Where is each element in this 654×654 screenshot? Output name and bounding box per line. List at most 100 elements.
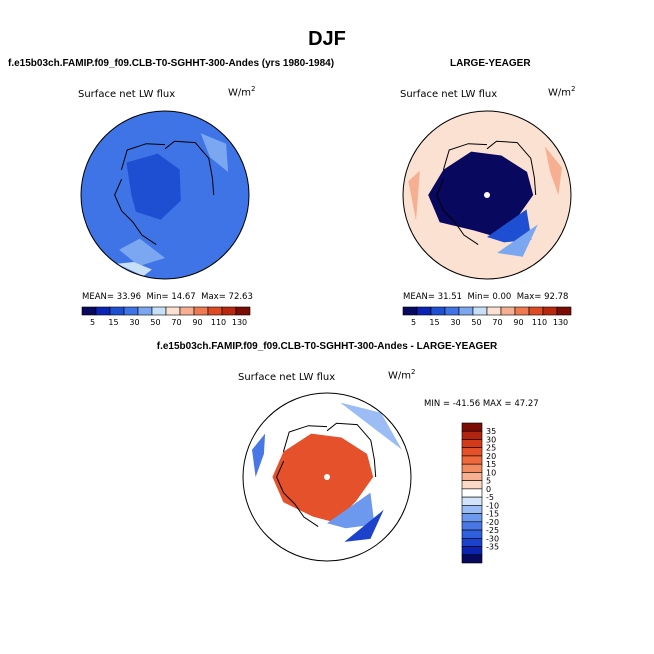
panel2-colorbar-tick-label: 15 xyxy=(429,318,439,327)
panel2-colorbar-box xyxy=(528,306,544,316)
panel3-min-value: -41.56 xyxy=(452,399,481,409)
panel2-coastline xyxy=(436,178,479,246)
panel3-colorbar-tick-label: 10 xyxy=(486,468,496,477)
panel3-colorbar-box xyxy=(461,529,483,539)
panel3-field-region xyxy=(327,492,375,529)
panel3-map-border xyxy=(242,392,412,562)
panel2-mean-value: 31.51 xyxy=(437,292,463,302)
panel1-colorbar-box xyxy=(165,306,181,316)
panel2-colorbar-tick-label: 130 xyxy=(553,318,568,327)
panel2-max-value: 92.78 xyxy=(544,292,569,302)
panel3-colorbar-tick-label: -5 xyxy=(486,493,494,502)
panel1-max-label: Max= xyxy=(201,292,226,302)
panel3-map xyxy=(243,393,411,561)
panel1-map xyxy=(81,111,249,279)
panel3-colorbar-box xyxy=(461,422,483,432)
panel1-title: f.e15b03ch.FAMIP.f09_f09.CLB-T0-SGHHT-30… xyxy=(8,58,335,69)
panel2-mean-label: MEAN= xyxy=(403,292,435,302)
panel3-colorbar-tick-label: 15 xyxy=(486,460,496,469)
panel3-colorbar-tick-label: 30 xyxy=(486,435,496,444)
panel2-colorbar-box xyxy=(542,306,558,316)
panel1-colorbar-tick-label: 110 xyxy=(211,318,226,327)
panel3-colorbar-box xyxy=(461,439,483,449)
panel3-colorbar-tick-label: 25 xyxy=(486,444,496,453)
panel3-field-region xyxy=(252,433,266,477)
panel2-colorbar-box xyxy=(458,306,474,316)
panel1-mean-value: 33.96 xyxy=(116,292,142,302)
panel1-max-value: 72.63 xyxy=(228,292,253,302)
panel1-map-border xyxy=(80,110,250,280)
panel3-coastline xyxy=(276,460,319,528)
panel3-colorbar-box xyxy=(461,447,483,457)
panel2-field-region xyxy=(487,209,532,243)
panel3-colorbar-tick-label: -10 xyxy=(486,501,499,510)
panel2-colorbar-tick-label: 110 xyxy=(532,318,547,327)
panel3-field-region xyxy=(344,509,384,542)
panel1-colorbar-tick-label: 130 xyxy=(232,318,247,327)
panel2-colorbar-box xyxy=(430,306,446,316)
panel3-colorbar-tick-label: 0 xyxy=(486,485,491,494)
panel1-coastline xyxy=(114,178,157,246)
panel3-colorbar-box xyxy=(461,430,483,440)
panel1-colorbar-tick-label: 30 xyxy=(129,318,139,327)
panel1-field-region xyxy=(126,153,181,220)
panel3-colorbar-box xyxy=(461,505,483,514)
panel1-colorbar-box xyxy=(193,306,209,316)
panel3-colorbar-tick-label: -20 xyxy=(486,518,499,527)
panel1-colorbar-box xyxy=(235,306,251,316)
panel3-coastline xyxy=(282,425,328,452)
panel2-colorbar-box xyxy=(444,306,460,316)
panel3-colorbar-tick-label: 35 xyxy=(486,427,496,436)
panel1-colorbar-tick-label: 50 xyxy=(150,318,160,327)
panel3-max-label: MAX = xyxy=(482,399,512,409)
panel3-colorbar-box xyxy=(461,537,483,547)
panel2-field-region xyxy=(544,146,562,195)
panel2-colorbar-box xyxy=(514,306,530,316)
panel3-colorbar-box xyxy=(461,455,483,465)
panel3-coastline xyxy=(326,422,377,478)
panel1-colorbar-tick-label: 90 xyxy=(192,318,202,327)
panel3-colorbar-tick-label: -15 xyxy=(486,510,499,519)
panel2-colorbar-tick-label: 50 xyxy=(471,318,481,327)
panel2-min-label: Min= xyxy=(467,292,490,302)
panel2-field-region xyxy=(428,151,534,237)
panel2-map-border xyxy=(402,110,572,280)
panel2-colorbar-box xyxy=(556,306,572,316)
panel1-colorbar-box xyxy=(123,306,139,316)
panel1-coastline xyxy=(164,140,215,196)
panel1-colorbar-box xyxy=(221,306,237,316)
panel2-colorbar-box xyxy=(416,306,432,316)
panel3-max-value: 47.27 xyxy=(514,399,539,409)
panel1-variable-label: Surface net LW flux xyxy=(78,89,176,100)
panel2-field-region xyxy=(497,224,538,257)
panel1-min-label: Min= xyxy=(146,292,169,302)
panel3-units: W/m2 xyxy=(388,368,416,382)
panel3-title: f.e15b03ch.FAMIP.f09_f09.CLB-T0-SGHHT-30… xyxy=(156,341,498,352)
figure-title: DJF xyxy=(308,28,346,50)
panel3-pole-marker xyxy=(324,474,330,480)
panel1-field-region xyxy=(119,238,165,266)
panel2-coastline xyxy=(486,140,537,196)
panel2-colorbar-box xyxy=(472,306,488,316)
panel1-colorbar-tick-label: 5 xyxy=(90,318,95,327)
panel2-pole-marker xyxy=(484,192,490,198)
panel1-colorbar-box xyxy=(207,306,223,316)
panel3-colorbar-box xyxy=(461,496,483,506)
panel2-max-label: Max= xyxy=(516,292,542,302)
panel3-colorbar-box xyxy=(461,546,483,556)
panel3-colorbar-box xyxy=(461,513,483,523)
panel2-stats: MEAN= 31.51 Min= 0.00 Max= 92.78 xyxy=(403,292,568,302)
panel3-colorbar-box xyxy=(461,480,483,490)
panel1-colorbar-box xyxy=(81,306,97,316)
panel1-field-region xyxy=(116,262,152,277)
panel3-colorbar-box xyxy=(461,488,483,498)
panel3-colorbar-tick-label: -30 xyxy=(486,534,499,543)
panel3-min-label: MIN = xyxy=(424,399,451,409)
panel1-mean-label: MEAN= xyxy=(82,292,114,302)
panel2-map xyxy=(403,111,571,279)
panel3-colorbar-tick-label: -25 xyxy=(486,526,499,535)
panel2-colorbar-box xyxy=(402,306,418,316)
panel1-colorbar-box xyxy=(151,306,167,316)
